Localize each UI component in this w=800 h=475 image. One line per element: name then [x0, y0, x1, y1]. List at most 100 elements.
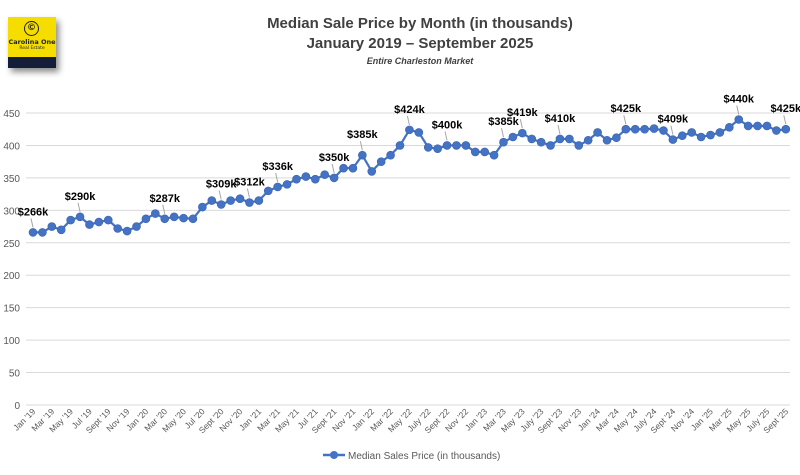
- data-label: $336k: [262, 161, 293, 173]
- data-point: [235, 194, 245, 203]
- data-label: $287k: [149, 193, 180, 205]
- data-point: [480, 147, 489, 157]
- chart-subtitle: January 2019 – September 2025: [307, 35, 534, 52]
- data-point: [301, 172, 311, 181]
- data-point: [207, 196, 217, 205]
- data-point: [320, 170, 330, 179]
- data-point: [668, 135, 678, 144]
- annotation-leader: [670, 125, 674, 135]
- data-point: [94, 217, 104, 227]
- data-point: [188, 214, 198, 224]
- data-point: [85, 220, 94, 229]
- data-point: [743, 121, 753, 131]
- data-point: [395, 141, 405, 150]
- data-point: [122, 226, 132, 236]
- data-point: [38, 228, 47, 237]
- data-point: [66, 215, 75, 225]
- data-point: [565, 134, 574, 144]
- y-tick-label: 250: [3, 239, 20, 250]
- data-point: [169, 212, 179, 222]
- annotation-leader: [623, 115, 627, 125]
- data-point: [151, 209, 160, 218]
- data-point: [715, 128, 725, 137]
- data-point: [593, 128, 602, 137]
- y-tick-label: 350: [3, 174, 20, 185]
- data-point: [499, 137, 508, 147]
- data-point: [103, 215, 113, 225]
- data-point: [508, 132, 518, 142]
- data-point: [536, 137, 546, 147]
- y-tick-label: 400: [3, 141, 20, 152]
- data-label: $290k: [65, 191, 96, 203]
- annotation-leader: [557, 124, 561, 135]
- annotation-leader: [30, 218, 34, 228]
- data-point: [470, 147, 480, 157]
- data-point: [527, 134, 537, 144]
- data-point: [47, 222, 57, 231]
- legend-label: Median Sales Price (in thousands): [348, 451, 500, 462]
- data-point: [621, 124, 631, 134]
- annotation-leader: [275, 172, 279, 183]
- data-point: [198, 202, 207, 212]
- annotation-leader: [519, 119, 523, 129]
- legend-marker: [330, 451, 338, 459]
- data-point: [442, 141, 452, 150]
- data-point: [179, 213, 188, 223]
- data-point: [753, 121, 762, 131]
- chart-subtitle-market: Entire Charleston Market: [367, 56, 475, 66]
- data-point: [414, 128, 424, 137]
- data-label: $385k: [347, 129, 378, 141]
- data-point: [292, 174, 301, 184]
- annotation-leader: [331, 163, 335, 173]
- data-point: [216, 200, 226, 209]
- data-point: [583, 135, 593, 145]
- y-tick-label: 200: [3, 271, 20, 282]
- carolina-one-logo: © Carolina One Real Estate: [8, 17, 56, 68]
- data-point: [555, 134, 565, 144]
- data-point: [132, 222, 141, 231]
- data-point: [348, 163, 358, 173]
- data-point: [141, 214, 151, 224]
- data-point: [113, 224, 122, 233]
- y-tick-label: 50: [9, 369, 21, 380]
- data-label: $266k: [18, 206, 49, 218]
- data-point: [367, 167, 377, 176]
- data-point: [263, 186, 273, 196]
- y-tick-label: 450: [3, 109, 20, 120]
- legend: Median Sales Price (in thousands): [323, 451, 500, 462]
- data-point: [254, 196, 264, 205]
- data-point: [376, 157, 386, 166]
- data-label: $409k: [658, 114, 689, 126]
- data-point: [574, 141, 584, 150]
- data-point: [602, 135, 612, 145]
- data-point: [725, 122, 734, 132]
- data-point: [649, 124, 659, 133]
- data-point: [781, 124, 791, 134]
- data-label: $419k: [507, 107, 538, 119]
- data-point: [677, 131, 687, 141]
- data-point: [452, 141, 461, 150]
- annotation-leader: [359, 141, 363, 151]
- annotation-leader: [501, 128, 504, 138]
- data-point: [612, 133, 621, 142]
- data-label: $312k: [234, 177, 265, 189]
- y-tick-label: 300: [3, 206, 20, 217]
- logo-symbol: ©: [24, 21, 39, 36]
- data-point: [734, 115, 744, 124]
- annotation-leader: [736, 105, 740, 115]
- annotation-leader: [218, 190, 222, 200]
- data-point: [423, 143, 433, 152]
- data-point: [160, 214, 170, 224]
- data-point: [518, 128, 527, 138]
- y-tick-label: 100: [3, 336, 20, 347]
- data-label: $410k: [545, 113, 576, 125]
- data-point: [489, 150, 499, 160]
- logo-sub: Real Estate: [19, 46, 45, 51]
- annotation-leader: [246, 188, 250, 198]
- logo-bar: [8, 57, 56, 68]
- annotation-leader: [77, 202, 81, 212]
- data-point: [405, 125, 414, 135]
- data-point: [339, 163, 348, 173]
- data-point: [461, 141, 471, 150]
- chart-title: Median Sale Price by Month (in thousands…: [267, 15, 573, 32]
